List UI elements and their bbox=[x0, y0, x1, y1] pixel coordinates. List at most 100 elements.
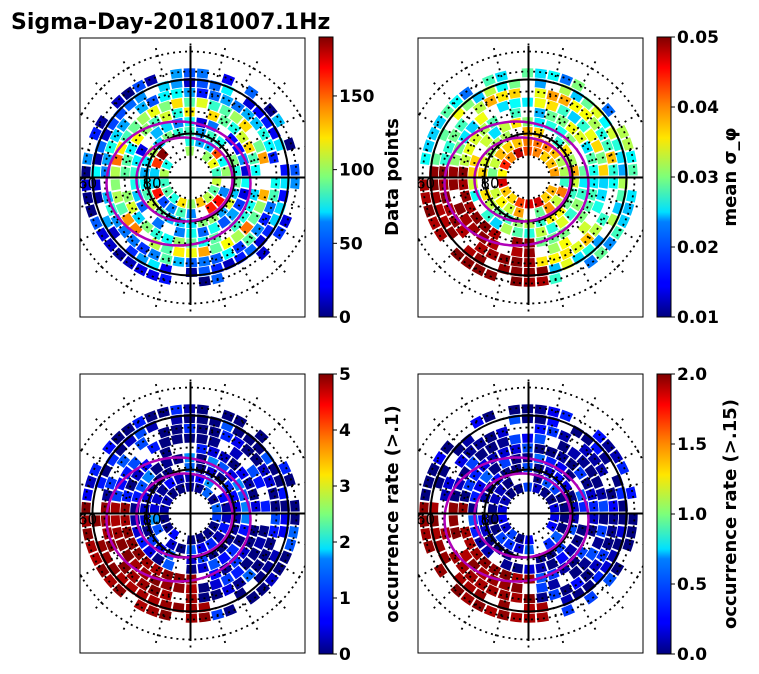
heat-cell bbox=[151, 187, 164, 200]
heat-cell bbox=[555, 215, 569, 229]
heat-cell bbox=[536, 275, 549, 287]
heat-cell bbox=[173, 226, 186, 238]
longitude-spoke bbox=[418, 482, 510, 510]
heat-cell bbox=[432, 450, 447, 466]
heat-cell bbox=[211, 502, 222, 513]
heat-cell bbox=[220, 419, 235, 433]
heat-cell bbox=[136, 111, 151, 126]
heat-cell bbox=[582, 243, 597, 258]
longitude-spoke bbox=[492, 382, 525, 495]
longitude-spoke bbox=[122, 194, 182, 295]
heat-cell bbox=[542, 201, 556, 214]
heat-cell bbox=[207, 157, 220, 169]
heat-cell bbox=[131, 415, 147, 429]
heat-cell bbox=[549, 146, 562, 160]
oval-contour-inner bbox=[135, 472, 234, 559]
colorbar-tick-label: 100 bbox=[339, 161, 375, 181]
heat-cell bbox=[596, 189, 608, 202]
heat-cell bbox=[242, 96, 257, 111]
heat-cell bbox=[601, 102, 616, 118]
heat-cell bbox=[151, 216, 165, 230]
heat-cell bbox=[499, 494, 511, 506]
heat-cell bbox=[606, 213, 620, 228]
heat-cell bbox=[244, 243, 259, 258]
heat-cell bbox=[198, 582, 211, 593]
heat-cell bbox=[474, 577, 489, 592]
heat-cell bbox=[499, 158, 511, 170]
heat-cell bbox=[279, 214, 293, 229]
heat-cell bbox=[120, 502, 131, 514]
heat-cell bbox=[523, 613, 536, 623]
longitude-spoke bbox=[532, 196, 565, 309]
heat-cell bbox=[588, 164, 599, 176]
heat-cell bbox=[495, 90, 509, 103]
heat-cell bbox=[204, 537, 218, 550]
heat-cell bbox=[562, 468, 577, 483]
colorbar: 0 1 2 3 4 5 occurrence rate (>.1) bbox=[318, 365, 403, 665]
heat-cell bbox=[260, 500, 271, 512]
longitude-spoke bbox=[545, 186, 643, 245]
heat-cell bbox=[499, 522, 512, 534]
heat-cell bbox=[622, 538, 635, 552]
heat-cell bbox=[230, 565, 245, 580]
heat-cell bbox=[288, 526, 299, 539]
heat-cell bbox=[170, 88, 183, 99]
heat-cell bbox=[210, 252, 224, 265]
longitude-spoke bbox=[542, 527, 625, 610]
longitude-spoke bbox=[418, 181, 510, 209]
heat-cell bbox=[577, 557, 592, 571]
heat-cell bbox=[596, 548, 610, 563]
heat-cell bbox=[440, 104, 455, 119]
heat-cell bbox=[110, 502, 121, 514]
heat-cell bbox=[438, 551, 452, 566]
heat-cell bbox=[125, 142, 138, 156]
heat-cell bbox=[472, 588, 487, 602]
heat-cell bbox=[252, 440, 267, 455]
heat-cell bbox=[608, 177, 619, 189]
heat-cell bbox=[497, 589, 511, 601]
longitude-spoke bbox=[542, 191, 625, 274]
heat-cell bbox=[128, 222, 143, 237]
heat-cell bbox=[208, 426, 222, 438]
heat-cell bbox=[452, 572, 467, 587]
heat-cell bbox=[113, 106, 128, 121]
heat-cell bbox=[158, 609, 172, 621]
heat-cell bbox=[591, 200, 605, 214]
heat-cell bbox=[208, 521, 220, 533]
heat-cell bbox=[616, 460, 630, 475]
heat-cell bbox=[161, 186, 174, 198]
heat-cell bbox=[511, 137, 523, 149]
heat-cell bbox=[513, 542, 524, 554]
heat-cell bbox=[161, 558, 175, 571]
heat-cell bbox=[85, 540, 98, 554]
heat-cell bbox=[462, 580, 477, 595]
heat-cell bbox=[157, 90, 171, 103]
longitude-spoke bbox=[532, 532, 565, 645]
heat-cell bbox=[198, 246, 211, 257]
heat-cell bbox=[173, 473, 185, 485]
heat-cell bbox=[580, 140, 594, 154]
heat-cell bbox=[557, 430, 572, 443]
heat-cell bbox=[290, 513, 300, 526]
heat-cell bbox=[591, 570, 606, 585]
heat-cell bbox=[545, 493, 558, 505]
heat-cell bbox=[127, 456, 142, 470]
longitude-spoke bbox=[122, 530, 182, 631]
longitude-spoke bbox=[432, 417, 515, 500]
heat-cell bbox=[116, 118, 131, 133]
heat-cell bbox=[207, 493, 220, 505]
heat-cell bbox=[196, 433, 209, 445]
heat-cell bbox=[499, 558, 513, 571]
heat-cell bbox=[549, 513, 560, 523]
latitude-label: 60 bbox=[78, 175, 97, 193]
heat-cell bbox=[584, 128, 598, 143]
latitude-label: 80 bbox=[143, 511, 162, 529]
heat-cell bbox=[535, 226, 548, 238]
heat-cell bbox=[144, 420, 159, 434]
heat-cell bbox=[145, 94, 160, 108]
heat-cell bbox=[598, 177, 609, 189]
heat-cell bbox=[595, 487, 607, 501]
heat-cell bbox=[599, 560, 614, 575]
heat-cell bbox=[448, 179, 459, 191]
heat-cell bbox=[419, 515, 430, 528]
